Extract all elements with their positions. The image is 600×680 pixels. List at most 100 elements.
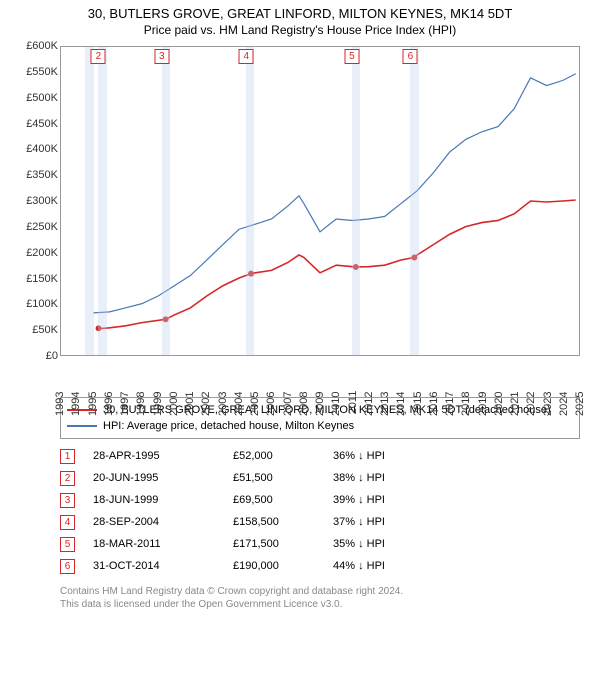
x-tick-label: 2020 (493, 391, 505, 415)
transaction-marker: 5 (60, 537, 75, 552)
y-tick-label: £250K (10, 221, 58, 233)
transaction-date: 31-OCT-2014 (93, 560, 233, 572)
y-tick-label: £400K (10, 143, 58, 155)
y-tick-label: £150K (10, 273, 58, 285)
transaction-price: £190,000 (233, 560, 333, 572)
transaction-row: 5 18-MAR-2011£171,50035% ↓ HPI (60, 533, 580, 555)
plot-svg (61, 47, 579, 355)
x-tick-label: 2024 (558, 391, 570, 415)
x-tick-label: 1996 (103, 391, 115, 415)
sale-band (352, 47, 360, 355)
transaction-hpi: 37% ↓ HPI (333, 516, 473, 528)
chart-area: £0 £50K £100K £150K £200K £250K £300K £350K £400… (10, 41, 590, 391)
x-tick-label: 2010 (330, 391, 342, 415)
x-tick-label: 1994 (70, 391, 82, 415)
sale-band (410, 47, 418, 355)
transaction-hpi: 36% ↓ HPI (333, 450, 473, 462)
y-tick-label: £100K (10, 298, 58, 310)
x-tick-label: 2025 (574, 391, 586, 415)
legend-item: HPI: Average price, detached house, Milt… (67, 418, 573, 434)
transaction-row: 3 18-JUN-1999£69,50039% ↓ HPI (60, 489, 580, 511)
x-tick-label: 2013 (379, 391, 391, 415)
x-tick-label: 2017 (444, 391, 456, 415)
transaction-marker: 6 (60, 559, 75, 574)
x-tick-label: 1998 (135, 391, 147, 415)
transaction-price: £69,500 (233, 494, 333, 506)
transaction-marker: 4 (60, 515, 75, 530)
transaction-row: 6 31-OCT-2014£190,00044% ↓ HPI (60, 555, 580, 577)
chart-marker: 5 (344, 49, 359, 64)
x-tick-label: 2018 (460, 391, 472, 415)
transaction-price: £51,500 (233, 472, 333, 484)
y-tick-label: £50K (10, 324, 58, 336)
transaction-marker: 2 (60, 471, 75, 486)
transaction-row: 1 28-APR-1995£52,00036% ↓ HPI (60, 445, 580, 467)
y-tick-label: £350K (10, 169, 58, 181)
transaction-hpi: 39% ↓ HPI (333, 494, 473, 506)
transaction-marker: 1 (60, 449, 75, 464)
transaction-price: £52,000 (233, 450, 333, 462)
x-tick-label: 1997 (119, 391, 131, 415)
y-tick-label: £300K (10, 195, 58, 207)
transaction-hpi: 38% ↓ HPI (333, 472, 473, 484)
x-tick-label: 2023 (542, 391, 554, 415)
x-tick-label: 2004 (233, 391, 245, 415)
chart-container: 30, BUTLERS GROVE, GREAT LINFORD, MILTON… (0, 0, 600, 617)
chart-subtitle: Price paid vs. HM Land Registry's House … (10, 23, 590, 37)
x-tick-label: 2008 (298, 391, 310, 415)
x-tick-label: 2019 (477, 391, 489, 415)
chart-marker: 6 (403, 49, 418, 64)
transaction-date: 18-MAR-2011 (93, 538, 233, 550)
transaction-date: 18-JUN-1999 (93, 494, 233, 506)
transaction-hpi: 35% ↓ HPI (333, 538, 473, 550)
x-tick-label: 2007 (282, 391, 294, 415)
chart-marker: 2 (91, 49, 106, 64)
plot-area: 2 3 4 5 6 (60, 46, 580, 356)
x-tick-label: 2022 (525, 391, 537, 415)
x-tick-label: 2014 (395, 391, 407, 415)
transaction-hpi: 44% ↓ HPI (333, 560, 473, 572)
transaction-row: 2 20-JUN-1995£51,50038% ↓ HPI (60, 467, 580, 489)
footer-line2: This data is licensed under the Open Gov… (60, 598, 590, 611)
footer-line1: Contains HM Land Registry data © Crown c… (60, 585, 590, 598)
y-tick-label: £200K (10, 247, 58, 259)
x-tick-label: 1993 (54, 391, 66, 415)
x-tick-label: 2015 (412, 391, 424, 415)
chart-title: 30, BUTLERS GROVE, GREAT LINFORD, MILTON… (10, 6, 590, 21)
x-tick-label: 2009 (314, 391, 326, 415)
transaction-price: £158,500 (233, 516, 333, 528)
sale-band (85, 47, 93, 355)
y-tick-label: £500K (10, 92, 58, 104)
chart-marker: 4 (239, 49, 254, 64)
x-tick-label: 2005 (249, 391, 261, 415)
transactions-table: 1 28-APR-1995£52,00036% ↓ HPI 2 20-JUN-1995… (60, 445, 580, 577)
x-tick-label: 1999 (152, 391, 164, 415)
transaction-marker: 3 (60, 493, 75, 508)
x-tick-label: 2016 (428, 391, 440, 415)
x-tick-label: 1995 (87, 391, 99, 415)
sale-band (246, 47, 254, 355)
transaction-row: 4 28-SEP-2004£158,50037% ↓ HPI (60, 511, 580, 533)
x-tick-label: 2003 (217, 391, 229, 415)
chart-marker: 3 (154, 49, 169, 64)
x-tick-label: 2006 (265, 391, 277, 415)
transaction-price: £171,500 (233, 538, 333, 550)
y-tick-label: £0 (10, 350, 58, 362)
sale-band (162, 47, 170, 355)
y-tick-label: £600K (10, 40, 58, 52)
x-tick-label: 2001 (184, 391, 196, 415)
x-tick-label: 2002 (200, 391, 212, 415)
transaction-date: 20-JUN-1995 (93, 472, 233, 484)
x-tick-label: 2012 (363, 391, 375, 415)
legend-label: HPI: Average price, detached house, Milt… (103, 418, 354, 434)
x-tick-label: 2011 (347, 391, 359, 415)
y-tick-label: £450K (10, 118, 58, 130)
y-tick-label: £550K (10, 66, 58, 78)
legend-swatch (67, 425, 97, 427)
x-tick-label: 2021 (509, 391, 521, 415)
sale-band (98, 47, 106, 355)
transaction-date: 28-APR-1995 (93, 450, 233, 462)
footer: Contains HM Land Registry data © Crown c… (60, 585, 590, 611)
transaction-date: 28-SEP-2004 (93, 516, 233, 528)
x-tick-label: 2000 (168, 391, 180, 415)
